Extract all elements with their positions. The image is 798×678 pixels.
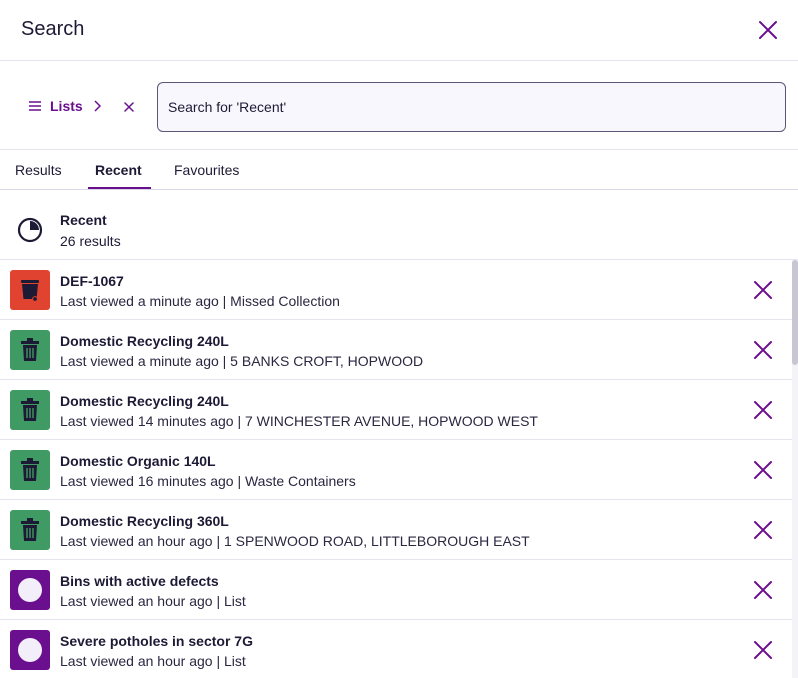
- tab-favourites[interactable]: Favourites: [174, 162, 240, 178]
- close-icon: [754, 461, 772, 479]
- close-dialog-button[interactable]: [754, 16, 782, 44]
- pie-chart-icon: [17, 217, 43, 243]
- remove-item-button[interactable]: [752, 579, 774, 601]
- close-icon: [754, 401, 772, 419]
- recent-list: DEF-1067 Last viewed a minute ago | Miss…: [0, 260, 792, 678]
- list-item[interactable]: Domestic Organic 140L Last viewed 16 min…: [0, 440, 792, 500]
- trash-icon: [10, 510, 50, 550]
- dialog-header: Search: [0, 0, 798, 61]
- item-title: Domestic Recycling 240L: [60, 393, 229, 409]
- scrollbar-thumb[interactable]: [792, 260, 798, 365]
- item-subtitle: Last viewed 16 minutes ago | Waste Conta…: [60, 473, 356, 489]
- list-item[interactable]: DEF-1067 Last viewed a minute ago | Miss…: [0, 260, 792, 320]
- list-item[interactable]: Domestic Recycling 360L Last viewed an h…: [0, 500, 792, 560]
- trash-icon: [10, 330, 50, 370]
- list-item[interactable]: Severe potholes in sector 7G Last viewed…: [0, 620, 792, 678]
- remove-item-button[interactable]: [752, 279, 774, 301]
- list-item[interactable]: Bins with active defects Last viewed an …: [0, 560, 792, 620]
- item-title: Domestic Organic 140L: [60, 453, 216, 469]
- tab-results[interactable]: Results: [15, 162, 62, 178]
- close-icon: [754, 521, 772, 539]
- remove-item-button[interactable]: [752, 459, 774, 481]
- tab-recent[interactable]: Recent: [95, 162, 142, 178]
- hamburger-icon: [29, 101, 41, 111]
- remove-item-button[interactable]: [752, 639, 774, 661]
- tab-bar: Results Recent Favourites: [0, 150, 798, 190]
- dialog-title: Search: [21, 18, 85, 40]
- item-subtitle: Last viewed an hour ago | 1 SPENWOOD ROA…: [60, 533, 530, 549]
- clear-scope-button[interactable]: [123, 100, 135, 112]
- item-subtitle: Last viewed a minute ago | Missed Collec…: [60, 293, 340, 309]
- remove-item-button[interactable]: [752, 399, 774, 421]
- remove-item-button[interactable]: [752, 519, 774, 541]
- close-icon: [124, 102, 134, 112]
- close-icon: [754, 281, 772, 299]
- list-circle-icon: [10, 570, 50, 610]
- item-title: Domestic Recycling 240L: [60, 333, 229, 349]
- item-subtitle: Last viewed a minute ago | 5 BANKS CROFT…: [60, 353, 424, 369]
- close-icon: [754, 641, 772, 659]
- list-item[interactable]: Domestic Recycling 240L Last viewed a mi…: [0, 320, 792, 380]
- close-icon: [759, 21, 777, 39]
- scope-chip-label: Lists: [50, 98, 83, 114]
- chevron-right-icon: [94, 100, 101, 112]
- search-bar: Lists: [0, 61, 798, 150]
- trash-icon: [10, 450, 50, 490]
- list-circle-icon: [10, 630, 50, 670]
- item-subtitle: Last viewed an hour ago | List: [60, 653, 246, 669]
- item-title: Bins with active defects: [60, 573, 219, 589]
- remove-item-button[interactable]: [752, 339, 774, 361]
- scope-chip-lists[interactable]: Lists: [28, 97, 101, 115]
- close-icon: [754, 341, 772, 359]
- item-title: Domestic Recycling 360L: [60, 513, 229, 529]
- item-subtitle: Last viewed 14 minutes ago | 7 WINCHESTE…: [60, 413, 538, 429]
- list-scrollbar[interactable]: [792, 260, 798, 678]
- wheelie-bin-icon: [10, 270, 50, 310]
- trash-icon: [10, 390, 50, 430]
- item-title: Severe potholes in sector 7G: [60, 633, 253, 649]
- summary-title: Recent: [60, 212, 107, 228]
- results-count: 26 results: [60, 233, 121, 249]
- item-subtitle: Last viewed an hour ago | List: [60, 593, 246, 609]
- search-input[interactable]: [157, 82, 786, 132]
- item-title: DEF-1067: [60, 273, 124, 289]
- active-tab-indicator: [88, 187, 151, 189]
- list-item[interactable]: Domestic Recycling 240L Last viewed 14 m…: [0, 380, 792, 440]
- results-summary: Recent 26 results: [0, 190, 798, 260]
- close-icon: [754, 581, 772, 599]
